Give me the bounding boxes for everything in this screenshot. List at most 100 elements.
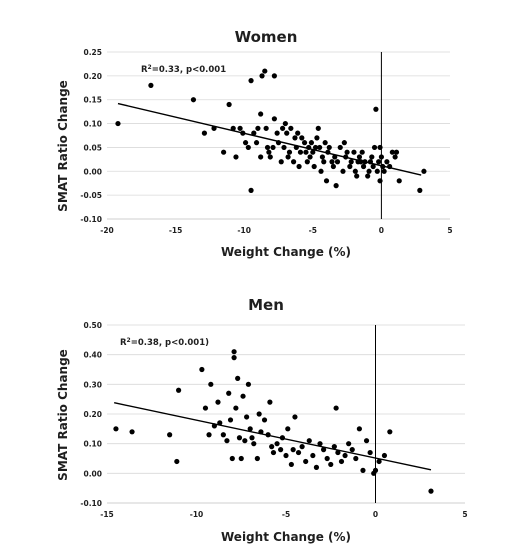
y-tick-label: 0.20 (83, 72, 102, 81)
data-point (317, 144, 323, 151)
x-axis-label: Weight Change (%) (221, 530, 351, 544)
data-point (202, 405, 209, 411)
data-point (274, 130, 280, 136)
y-tick-label: 0.00 (83, 167, 102, 176)
fit-annotation: R2=0.33, p<0.001 (141, 64, 226, 75)
data-point (258, 429, 264, 435)
data-point (363, 438, 370, 444)
data-point (220, 432, 226, 438)
data-point (235, 375, 241, 381)
x-axis-label: Weight Change (%) (221, 245, 351, 259)
data-point (365, 173, 371, 179)
data-point (238, 455, 244, 462)
data-point (248, 187, 254, 193)
data-point (318, 168, 324, 174)
data-point (356, 154, 363, 160)
data-point (306, 144, 312, 151)
data-points (113, 349, 434, 494)
data-point (261, 417, 268, 423)
data-point (295, 449, 302, 456)
data-point (299, 444, 305, 450)
y-tick-label: -0.10 (80, 215, 102, 224)
data-point (199, 366, 205, 373)
data-point (113, 426, 119, 432)
data-point (299, 135, 305, 141)
trend-line (117, 102, 422, 176)
data-point (254, 455, 260, 462)
data-point (312, 144, 319, 151)
data-point (215, 399, 221, 405)
x-tick-labels: -20 -15 -10 -5 0 5 (100, 226, 452, 235)
data-point (384, 159, 390, 165)
data-point (392, 154, 398, 160)
data-point (377, 178, 383, 184)
data-point (255, 125, 261, 131)
data-point (376, 458, 382, 465)
data-point (129, 429, 135, 435)
data-point (208, 381, 214, 387)
data-point (292, 414, 298, 420)
data-point (270, 449, 277, 456)
data-point (303, 458, 309, 465)
data-point (360, 467, 366, 473)
y-tick-label: 0.20 (83, 410, 102, 419)
data-point (314, 135, 320, 141)
data-point (282, 120, 288, 127)
y-tick-labels: -0.10 0.00 0.10 0.20 0.30 0.40 0.50 (80, 321, 102, 508)
data-point (253, 140, 260, 146)
data-point (280, 125, 286, 131)
data-point (358, 159, 364, 165)
data-point (348, 159, 354, 165)
data-point (310, 149, 316, 155)
data-point (211, 423, 217, 429)
data-point (362, 159, 368, 165)
x-tick-label: -5 (309, 226, 317, 235)
data-point (247, 426, 253, 432)
y-tick-label: 0.30 (83, 380, 102, 389)
data-point (285, 154, 291, 160)
data-point (244, 414, 250, 420)
x-tick-label: -15 (169, 226, 183, 235)
x-tick-label: -20 (100, 226, 114, 235)
data-point (367, 449, 373, 456)
data-point (421, 168, 427, 174)
y-tick-label: 0.15 (83, 96, 102, 105)
data-point (374, 168, 380, 174)
data-point (279, 435, 286, 441)
y-tick-label: 0.00 (83, 469, 102, 478)
data-point (342, 452, 348, 459)
data-point (373, 106, 379, 112)
data-point (267, 154, 273, 160)
data-point (353, 455, 359, 462)
data-point (249, 435, 255, 441)
data-point (201, 130, 208, 136)
data-point (265, 432, 271, 438)
data-point (387, 163, 393, 170)
y-tick-label: 0.25 (83, 48, 102, 57)
y-tick-label: 0.10 (83, 120, 102, 129)
data-point (283, 452, 289, 459)
data-point (338, 458, 345, 465)
x-tick-label: -10 (237, 226, 251, 235)
data-point (381, 452, 388, 459)
x-tick-label: 5 (447, 226, 452, 235)
data-point (326, 144, 332, 151)
data-point (274, 441, 280, 447)
data-point (322, 140, 328, 146)
data-point (297, 149, 304, 155)
y-tick-label: 0.10 (83, 440, 102, 449)
data-point (240, 393, 246, 399)
data-point (343, 154, 349, 160)
data-point (341, 140, 347, 146)
data-point (259, 73, 265, 79)
data-point (307, 154, 313, 160)
data-point (271, 116, 277, 122)
data-point (332, 154, 338, 160)
data-point (230, 125, 236, 131)
trend-line (114, 402, 432, 471)
data-point (258, 154, 264, 160)
data-point (226, 390, 232, 396)
data-point (227, 417, 234, 423)
data-point (275, 140, 282, 146)
data-point (278, 159, 284, 165)
